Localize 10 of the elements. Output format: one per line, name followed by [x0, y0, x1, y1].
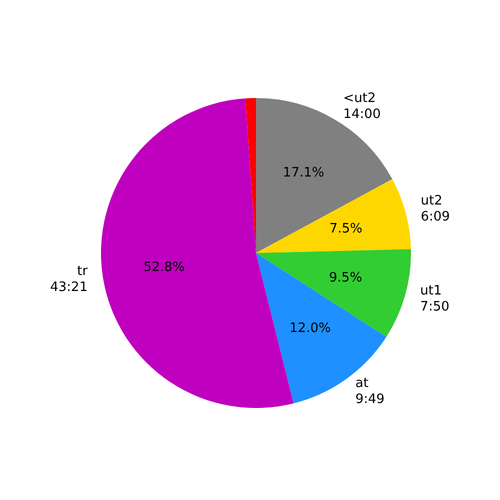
data-label: 12.0%	[290, 320, 331, 336]
slice-label: ut2 6:09	[420, 193, 450, 224]
data-label: 17.1%	[282, 165, 324, 180]
data-label: 9.5%	[329, 270, 362, 286]
slice-label: tr 43:21	[50, 264, 88, 296]
data-label: 52.8%	[143, 260, 185, 275]
data-label: 7.5%	[329, 221, 362, 236]
slice-label: at 9:49	[355, 376, 385, 407]
slice-label: ut1 7:50	[420, 283, 450, 314]
slice-label: <ut2 14:00	[343, 90, 381, 122]
